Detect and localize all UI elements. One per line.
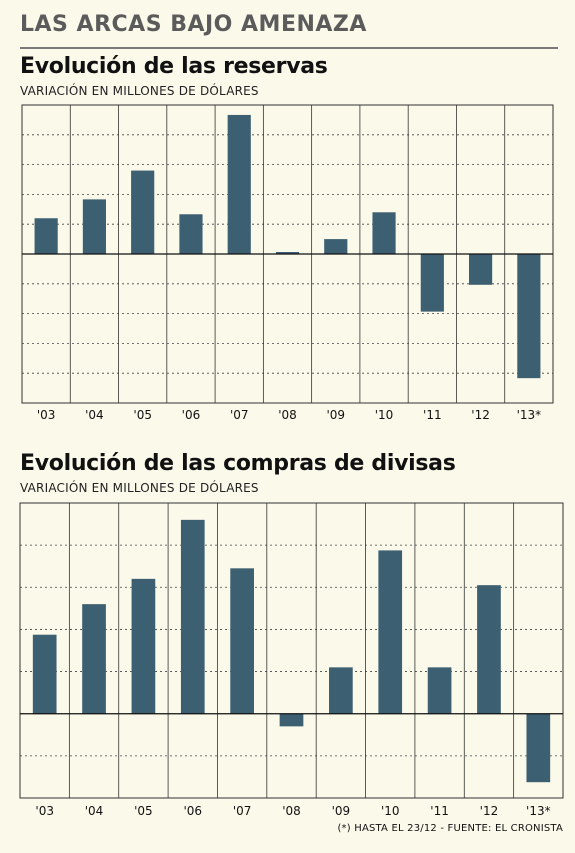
x-tick-label: '13*: [526, 804, 551, 818]
bar-09: [324, 239, 348, 254]
x-tick-label: '05: [133, 408, 152, 422]
x-tick-label: '05: [134, 804, 153, 818]
bar-10: [372, 212, 396, 254]
chart-2-subtitle: VARIACIÓN EN MILLONES DE DÓLARES: [20, 481, 259, 495]
x-tick-label: '09: [332, 804, 351, 818]
bar-11: [420, 254, 444, 312]
footnote: (*) HASTA EL 23/12 - FUENTE: EL CRONISTA: [337, 823, 563, 834]
x-tick-label: '04: [85, 804, 104, 818]
bar-12: [469, 254, 493, 285]
bar-03: [34, 218, 58, 254]
main-title: LAS ARCAS BAJO AMENAZA: [20, 12, 367, 37]
x-tick-label: '12: [480, 804, 499, 818]
x-tick-label: '06: [182, 408, 201, 422]
bar-11: [427, 667, 452, 714]
bar-04: [82, 604, 106, 714]
x-tick-label: '03: [37, 408, 56, 422]
bar-05: [131, 170, 155, 254]
bar-07: [227, 114, 251, 254]
x-tick-label: '09: [326, 408, 345, 422]
x-tick-label: '10: [381, 804, 400, 818]
bar-07: [230, 568, 254, 714]
bar-06: [180, 519, 205, 714]
x-tick-label: '13*: [517, 408, 542, 422]
x-tick-label: '03: [35, 804, 54, 818]
x-tick-label: '11: [423, 408, 442, 422]
bar-06: [179, 214, 203, 254]
bar-03: [32, 634, 57, 714]
title-divider: [20, 47, 558, 49]
chart-1-title: Evolución de las reservas: [20, 54, 328, 79]
chart-1-subtitle: VARIACIÓN EN MILLONES DE DÓLARES: [20, 84, 259, 98]
chart-2-title: Evolución de las compras de divisas: [20, 451, 456, 476]
x-tick-label: '07: [233, 804, 252, 818]
x-tick-label: '06: [183, 804, 202, 818]
bar-09: [329, 667, 353, 714]
x-tick-label: '11: [430, 804, 449, 818]
bar-08: [275, 252, 300, 254]
x-tick-label: '07: [230, 408, 249, 422]
x-tick-label: '08: [282, 804, 301, 818]
x-tick-label: '08: [278, 408, 297, 422]
x-tick-label: '10: [375, 408, 394, 422]
bar-05: [131, 578, 156, 714]
bar-08: [279, 713, 304, 727]
bar-04: [82, 199, 106, 254]
x-tick-label: '04: [85, 408, 104, 422]
x-tick-label: '12: [471, 408, 490, 422]
bar-13: [517, 254, 541, 379]
plot-frame: [19, 502, 564, 799]
bar-12: [477, 585, 501, 714]
bar-13: [526, 713, 551, 783]
bar-10: [378, 550, 403, 714]
